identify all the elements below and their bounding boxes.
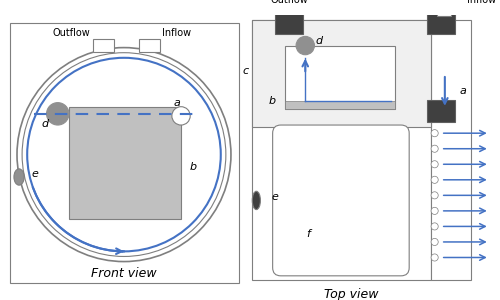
Text: e: e <box>32 169 39 179</box>
Text: b: b <box>190 162 197 172</box>
Circle shape <box>431 207 438 214</box>
Circle shape <box>431 161 438 168</box>
Circle shape <box>431 176 438 183</box>
Ellipse shape <box>14 169 24 185</box>
Text: Inflow: Inflow <box>467 0 496 5</box>
Text: a: a <box>460 86 466 97</box>
Text: e: e <box>272 192 278 203</box>
Circle shape <box>431 130 438 137</box>
Bar <box>436 6 451 16</box>
Circle shape <box>431 238 438 245</box>
Text: d: d <box>316 35 323 46</box>
Text: f: f <box>306 229 310 239</box>
Ellipse shape <box>252 191 260 210</box>
Circle shape <box>431 192 438 199</box>
Circle shape <box>431 145 438 152</box>
Bar <box>285 46 395 109</box>
Circle shape <box>431 254 438 261</box>
Circle shape <box>172 107 190 125</box>
FancyBboxPatch shape <box>272 125 409 276</box>
Bar <box>430 20 472 280</box>
Bar <box>94 40 114 52</box>
Text: a: a <box>174 98 180 108</box>
Bar <box>285 100 395 109</box>
Text: Inflow: Inflow <box>162 28 192 38</box>
Text: Outflow: Outflow <box>270 0 308 5</box>
Bar <box>140 40 160 52</box>
Text: b: b <box>269 96 276 106</box>
Circle shape <box>46 103 69 125</box>
Circle shape <box>431 223 438 230</box>
Bar <box>252 20 430 127</box>
Bar <box>426 100 455 122</box>
Text: Outflow: Outflow <box>52 28 90 38</box>
Text: Front view: Front view <box>91 267 157 280</box>
Bar <box>274 12 303 34</box>
Text: d: d <box>42 119 49 129</box>
Circle shape <box>296 36 314 55</box>
Bar <box>69 107 181 219</box>
Bar <box>252 20 430 280</box>
Text: c: c <box>242 66 248 76</box>
Text: Top view: Top view <box>324 288 378 300</box>
Bar <box>426 12 455 34</box>
